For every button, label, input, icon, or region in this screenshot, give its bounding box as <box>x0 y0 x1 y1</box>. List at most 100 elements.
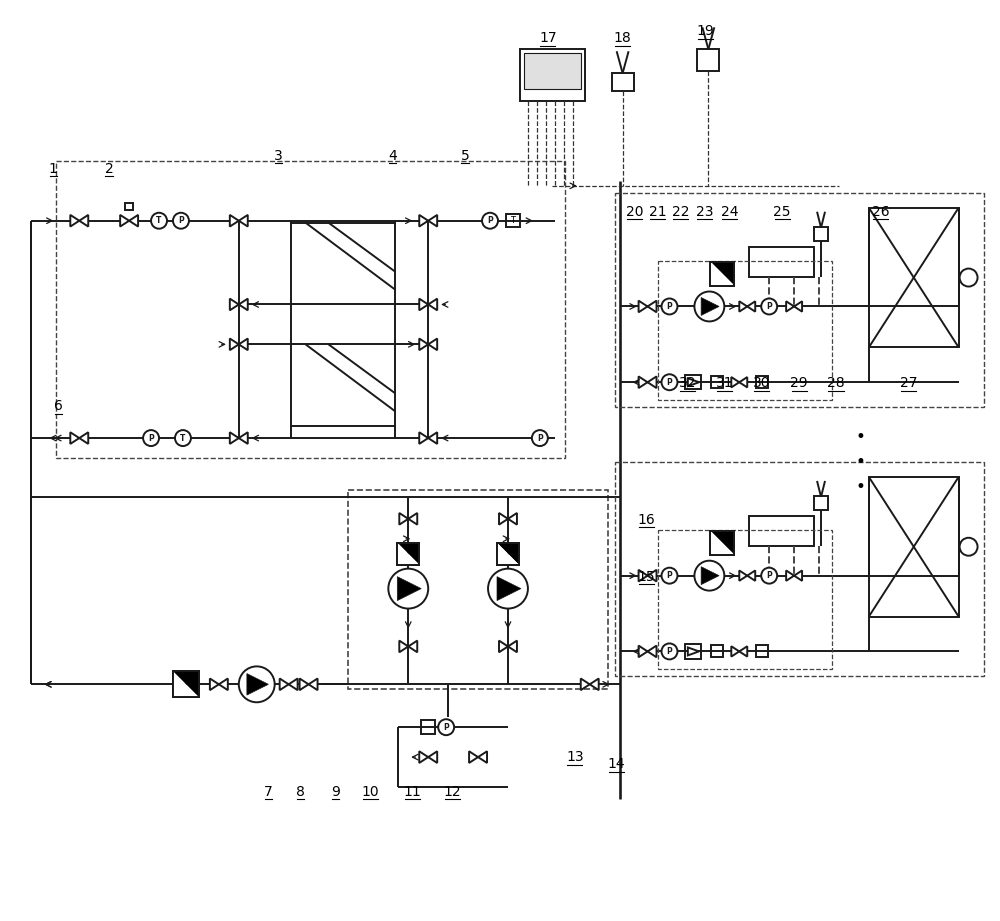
Polygon shape <box>786 301 794 311</box>
Polygon shape <box>747 301 755 311</box>
Polygon shape <box>499 641 508 652</box>
Polygon shape <box>508 641 517 652</box>
Polygon shape <box>731 647 739 657</box>
Polygon shape <box>408 641 417 652</box>
Text: 4: 4 <box>388 149 397 163</box>
Text: P: P <box>537 434 543 443</box>
Bar <box>348 490 608 689</box>
Polygon shape <box>794 301 802 311</box>
Polygon shape <box>428 298 437 310</box>
Bar <box>756 646 768 658</box>
Text: P: P <box>667 647 672 656</box>
Bar <box>710 530 734 554</box>
Polygon shape <box>399 641 408 652</box>
Polygon shape <box>70 432 79 444</box>
Bar <box>524 53 581 89</box>
Text: 12: 12 <box>443 785 461 799</box>
Text: 18: 18 <box>614 31 632 45</box>
Polygon shape <box>230 339 239 350</box>
Polygon shape <box>497 542 519 565</box>
Polygon shape <box>648 377 657 388</box>
Bar <box>749 516 814 546</box>
Polygon shape <box>239 339 248 350</box>
Polygon shape <box>731 377 739 388</box>
Text: 32: 32 <box>679 376 696 391</box>
Text: P: P <box>178 216 184 226</box>
Text: 6: 6 <box>54 399 63 414</box>
Polygon shape <box>581 679 590 690</box>
Polygon shape <box>120 215 129 227</box>
Text: P: P <box>667 378 672 387</box>
Text: 24: 24 <box>721 204 738 218</box>
Bar <box>697 49 719 71</box>
Text: 31: 31 <box>716 376 733 391</box>
Circle shape <box>532 430 548 446</box>
Bar <box>814 227 828 240</box>
Text: T: T <box>156 216 162 226</box>
Polygon shape <box>648 570 657 581</box>
Text: 15: 15 <box>638 569 655 584</box>
Text: 10: 10 <box>362 785 379 799</box>
Polygon shape <box>710 262 734 286</box>
Bar <box>869 477 959 616</box>
Bar <box>397 542 419 565</box>
Text: 2: 2 <box>105 162 114 176</box>
Polygon shape <box>419 215 428 227</box>
Bar <box>520 49 585 101</box>
Circle shape <box>143 430 159 446</box>
Polygon shape <box>428 215 437 227</box>
Polygon shape <box>590 679 599 690</box>
Circle shape <box>488 568 528 609</box>
Bar <box>56 161 565 458</box>
Text: P: P <box>443 723 449 731</box>
Bar <box>125 203 133 210</box>
Text: 30: 30 <box>752 376 770 391</box>
Text: 11: 11 <box>403 785 421 799</box>
Circle shape <box>960 538 978 555</box>
Text: 26: 26 <box>872 204 890 218</box>
Polygon shape <box>309 679 318 690</box>
Text: 9: 9 <box>331 785 340 799</box>
Text: 29: 29 <box>790 376 808 391</box>
Polygon shape <box>280 679 289 690</box>
Bar <box>869 208 959 347</box>
Text: 22: 22 <box>672 204 689 218</box>
Polygon shape <box>701 297 719 315</box>
Text: P: P <box>667 302 672 311</box>
Circle shape <box>151 213 167 228</box>
Bar <box>615 192 984 407</box>
Bar <box>814 495 828 510</box>
Polygon shape <box>173 671 199 697</box>
Circle shape <box>239 667 275 703</box>
Polygon shape <box>79 432 88 444</box>
Text: 13: 13 <box>566 750 584 764</box>
Polygon shape <box>428 432 437 444</box>
Bar <box>710 262 734 286</box>
Text: 25: 25 <box>773 204 791 218</box>
Polygon shape <box>794 570 802 581</box>
Polygon shape <box>786 570 794 581</box>
Polygon shape <box>739 647 747 657</box>
Bar <box>612 73 634 91</box>
Polygon shape <box>129 215 138 227</box>
Polygon shape <box>419 339 428 350</box>
Bar <box>173 671 199 697</box>
Polygon shape <box>419 432 428 444</box>
Polygon shape <box>239 432 248 444</box>
Bar <box>497 542 519 565</box>
Polygon shape <box>478 752 487 763</box>
Text: P: P <box>148 434 154 443</box>
Bar <box>506 215 520 227</box>
Bar <box>711 377 723 389</box>
Circle shape <box>761 298 777 314</box>
Circle shape <box>173 213 189 228</box>
Text: T: T <box>510 216 515 226</box>
Polygon shape <box>747 570 755 581</box>
Text: 14: 14 <box>608 757 625 771</box>
Text: 20: 20 <box>626 204 643 218</box>
Circle shape <box>694 292 724 321</box>
Bar <box>710 530 734 554</box>
Text: 17: 17 <box>539 31 557 45</box>
Bar <box>749 247 814 276</box>
Text: T: T <box>180 434 186 443</box>
